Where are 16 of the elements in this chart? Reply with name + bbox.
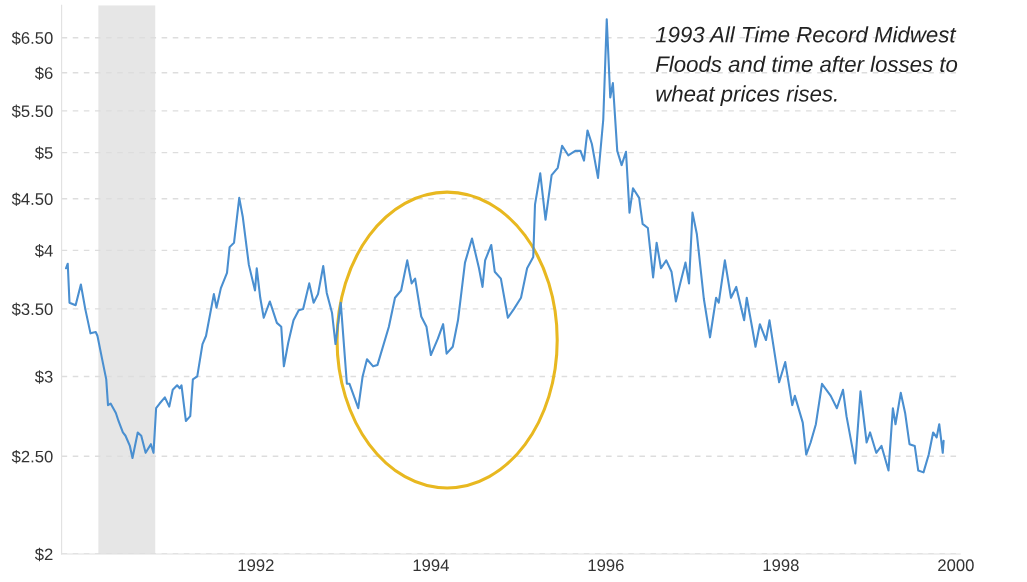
y-tick-label: $5 bbox=[34, 146, 53, 160]
annotation: 1993 All Time Record Midwest Floods and time after losses to wheat prices rises. bbox=[655, 26, 958, 107]
y-tick-label: $6.50 bbox=[11, 31, 53, 45]
y-tick-label: $6 bbox=[34, 66, 53, 80]
y-tick-label: $2.50 bbox=[11, 450, 53, 464]
y-tick-label: $5.50 bbox=[11, 104, 53, 119]
y-tick-label: $3.50 bbox=[11, 302, 53, 317]
x-tick-label: 2000 bbox=[938, 559, 974, 572]
y-tick-label: $2 bbox=[34, 547, 53, 562]
y-tick-label: $4 bbox=[34, 244, 53, 258]
y-tick-label: $4.50 bbox=[11, 192, 53, 206]
x-tick-label: 1996 bbox=[588, 559, 624, 572]
x-tick-label: 1994 bbox=[413, 559, 449, 572]
x-tick-label: 1992 bbox=[238, 559, 274, 572]
y-tick-label: $3 bbox=[34, 370, 53, 384]
x-tick-label: 1998 bbox=[763, 559, 799, 572]
